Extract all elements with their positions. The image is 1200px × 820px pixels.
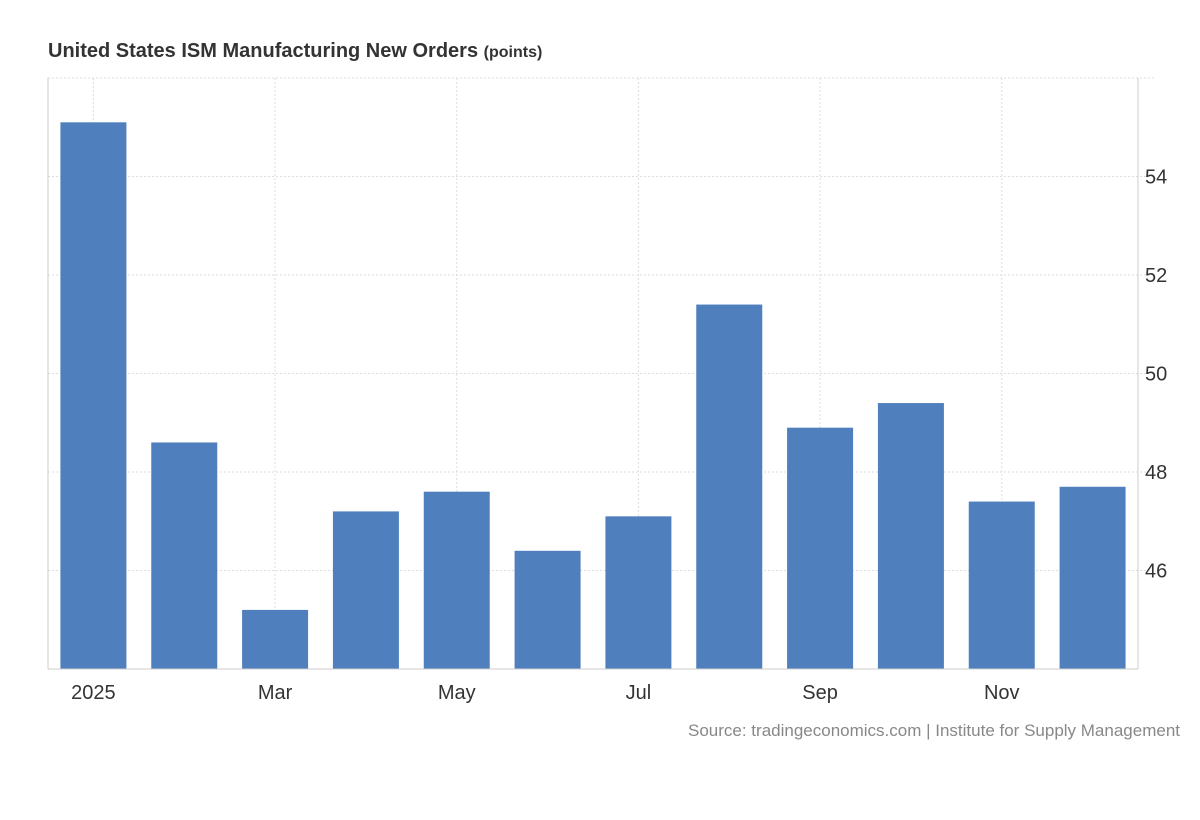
bar-jun: [514, 550, 581, 669]
chart-title: United States ISM Manufacturing New Orde…: [48, 40, 542, 63]
y-tick-label: 52: [1145, 265, 1167, 287]
bar-jul: [605, 516, 672, 669]
bar-nov: [968, 501, 1035, 669]
x-tick-label: May: [438, 682, 476, 704]
bar-sep: [787, 427, 854, 669]
y-tick-label: 46: [1145, 561, 1167, 583]
y-tick-label: 48: [1145, 462, 1167, 484]
bar-oct: [877, 403, 944, 669]
bar-jan-2025: [60, 122, 127, 669]
unit-label: (points): [483, 44, 543, 61]
x-tick-label: Mar: [258, 682, 293, 704]
bar-mar: [242, 609, 309, 669]
y-tick-label: 50: [1145, 364, 1167, 386]
bar-apr: [332, 511, 399, 669]
x-tick-label: 2025: [71, 682, 116, 704]
x-tick-label: Jul: [626, 682, 652, 704]
bar-feb: [151, 442, 218, 669]
title-text: United States ISM Manufacturing New Orde…: [48, 40, 479, 62]
bar-dec: [1059, 486, 1126, 669]
x-tick-label: Nov: [984, 682, 1020, 704]
source-note: Source: tradingeconomics.com | Institute…: [688, 721, 1180, 740]
x-tick-label: Sep: [802, 682, 838, 704]
y-tick-label: 54: [1145, 167, 1167, 189]
bar-may: [423, 491, 490, 669]
bar-aug: [696, 304, 763, 669]
